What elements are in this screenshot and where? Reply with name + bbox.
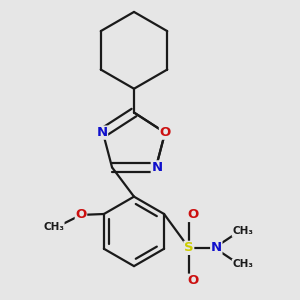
Text: S: S bbox=[184, 241, 194, 254]
Text: O: O bbox=[75, 208, 87, 221]
Text: O: O bbox=[187, 208, 198, 221]
Text: N: N bbox=[151, 161, 162, 174]
Text: CH₃: CH₃ bbox=[232, 226, 253, 236]
Text: O: O bbox=[160, 126, 171, 139]
Text: CH₃: CH₃ bbox=[43, 222, 64, 232]
Text: N: N bbox=[96, 126, 108, 139]
Text: CH₃: CH₃ bbox=[232, 259, 253, 269]
Text: O: O bbox=[187, 274, 198, 287]
Text: N: N bbox=[211, 241, 222, 254]
